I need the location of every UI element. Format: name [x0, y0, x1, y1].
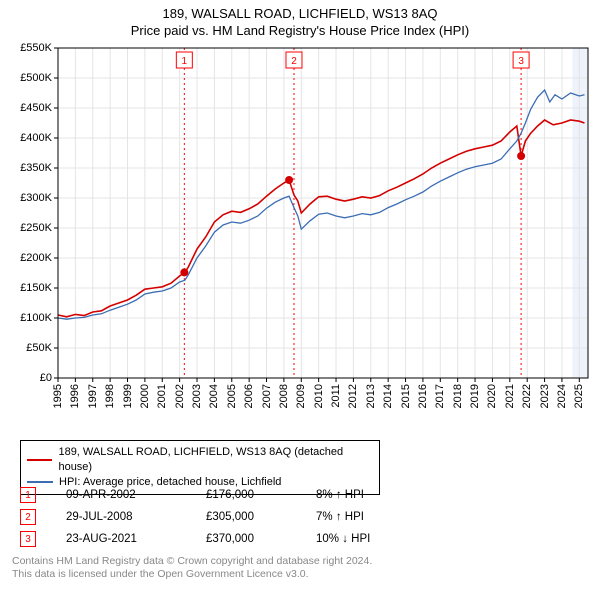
footer-line1: Contains HM Land Registry data © Crown c… — [12, 555, 372, 568]
marker-table-delta: 7% ↑ HPI — [316, 511, 416, 523]
legend-swatch — [27, 459, 52, 461]
marker-label-num: 3 — [518, 56, 524, 67]
marker-table-value: £176,000 — [206, 489, 286, 501]
marker-table-row: 2 29-JUL-2008 £305,000 7% ↑ HPI — [20, 506, 416, 528]
shaded-band — [572, 48, 588, 378]
x-tick-label: 2008 — [278, 384, 290, 408]
marker-table-row: 1 09-APR-2002 £176,000 8% ↑ HPI — [20, 484, 416, 506]
chart-area: £0 £50K £100K £150K £200K £250K £300K £350K £400… — [10, 48, 590, 398]
y-tick-label: £300K — [20, 192, 52, 204]
x-tick-label: 1998 — [104, 384, 116, 408]
marker-dot — [517, 152, 525, 160]
series-line — [58, 90, 585, 319]
y-tick-label: £400K — [20, 132, 52, 144]
marker-label-num: 1 — [182, 56, 188, 67]
y-tick-label: £550K — [20, 42, 52, 54]
x-tick-label: 2016 — [417, 384, 429, 408]
marker-table-date: 23-AUG-2021 — [66, 533, 176, 545]
x-tick-label: 1999 — [122, 384, 134, 408]
x-tick-label: 2012 — [347, 384, 359, 408]
x-tick-label: 1997 — [87, 384, 99, 408]
x-tick-label: 2005 — [226, 384, 238, 408]
title-address: 189, WALSALL ROAD, LICHFIELD, WS13 8AQ — [0, 6, 600, 21]
marker-table-delta: 8% ↑ HPI — [316, 489, 416, 501]
series-line — [58, 120, 585, 317]
footer-attribution: Contains HM Land Registry data © Crown c… — [12, 555, 372, 581]
marker-dot — [180, 268, 188, 276]
chart-container: { "title_line1": "189, WALSALL ROAD, LIC… — [0, 0, 600, 590]
x-tick-label: 2022 — [521, 384, 533, 408]
y-tick-label: £450K — [20, 102, 52, 114]
x-tick-label: 2023 — [539, 384, 551, 408]
x-tick-label: 2015 — [400, 384, 412, 408]
y-tick-label: £200K — [20, 252, 52, 264]
chart-titles: 189, WALSALL ROAD, LICHFIELD, WS13 8AQ P… — [0, 0, 600, 38]
marker-table-date: 09-APR-2002 — [66, 489, 176, 501]
x-tick-label: 2011 — [330, 384, 342, 408]
x-tick-label: 1996 — [69, 384, 81, 408]
y-tick-label: £0 — [40, 372, 52, 384]
x-tick-label: 2021 — [504, 384, 516, 408]
y-tick-label: £50K — [26, 342, 52, 354]
y-tick-label: £100K — [20, 312, 52, 324]
legend-label: 189, WALSALL ROAD, LICHFIELD, WS13 8AQ (… — [58, 445, 373, 475]
marker-table-num: 1 — [20, 487, 36, 503]
x-tick-label: 2001 — [156, 384, 168, 408]
x-tick-label: 2002 — [174, 384, 186, 408]
x-axis: 1995199619971998199920002001200220032004… — [58, 378, 588, 418]
x-tick-label: 2007 — [261, 384, 273, 408]
x-tick-label: 2020 — [486, 384, 498, 408]
legend-row: 189, WALSALL ROAD, LICHFIELD, WS13 8AQ (… — [27, 445, 373, 475]
marker-table-value: £370,000 — [206, 533, 286, 545]
x-tick-label: 2019 — [469, 384, 481, 408]
title-subtitle: Price paid vs. HM Land Registry's House … — [0, 23, 600, 38]
x-tick-label: 1995 — [52, 384, 64, 408]
marker-table-delta: 10% ↓ HPI — [316, 533, 416, 545]
y-tick-label: £500K — [20, 72, 52, 84]
y-axis: £0£50K£100K£150K£200K£250K£300K£350K£400… — [10, 48, 54, 378]
marker-table-num: 2 — [20, 509, 36, 525]
x-tick-label: 2024 — [556, 384, 568, 408]
marker-table: 1 09-APR-2002 £176,000 8% ↑ HPI 2 29-JUL-2008… — [20, 484, 416, 550]
y-tick-label: £250K — [20, 222, 52, 234]
marker-table-row: 3 23-AUG-2021 £370,000 10% ↓ HPI — [20, 528, 416, 550]
x-tick-label: 2018 — [452, 384, 464, 408]
y-tick-label: £150K — [20, 282, 52, 294]
marker-table-date: 29-JUL-2008 — [66, 511, 176, 523]
x-tick-label: 2006 — [243, 384, 255, 408]
marker-label-num: 2 — [291, 56, 297, 67]
chart-svg: 1 2 3 — [58, 48, 588, 378]
x-tick-label: 2025 — [573, 384, 585, 408]
plot-area: 1 2 3 — [58, 48, 588, 378]
legend-swatch — [27, 481, 53, 483]
marker-table-num: 3 — [20, 531, 36, 547]
x-tick-label: 2003 — [191, 384, 203, 408]
footer-line2: This data is licensed under the Open Gov… — [12, 568, 372, 581]
marker-dot — [285, 176, 293, 184]
marker-table-value: £305,000 — [206, 511, 286, 523]
x-tick-label: 2009 — [295, 384, 307, 408]
x-tick-label: 2013 — [365, 384, 377, 408]
x-tick-label: 2017 — [434, 384, 446, 408]
x-tick-label: 2000 — [139, 384, 151, 408]
y-tick-label: £350K — [20, 162, 52, 174]
x-tick-label: 2010 — [313, 384, 325, 408]
x-tick-label: 2014 — [382, 384, 394, 408]
x-tick-label: 2004 — [208, 384, 220, 408]
